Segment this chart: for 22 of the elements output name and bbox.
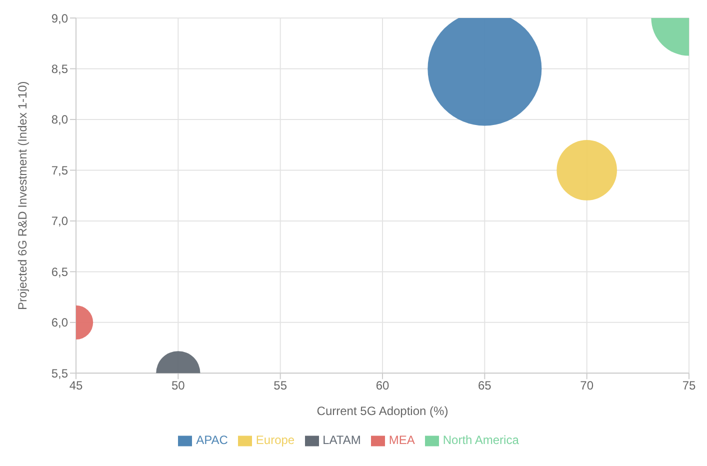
x-axis-title: Current 5G Adoption (%)	[316, 404, 448, 418]
legend-label: MEA	[388, 433, 415, 448]
legend-label: North America	[442, 433, 519, 448]
y-tick-label: 8,0	[51, 112, 68, 127]
y-tick-label: 6,0	[51, 316, 68, 330]
x-tick-label: 65	[478, 378, 492, 393]
y-tick-label: 6,5	[51, 264, 68, 279]
x-tick-label: 75	[682, 378, 696, 393]
legend-label: LATAM	[322, 433, 361, 448]
y-axis-title: Projected 6G R&D Investment (Index 1-10)	[15, 81, 30, 310]
x-tick-label: 50	[171, 378, 186, 393]
y-tick-label: 9,0	[51, 11, 68, 26]
x-tick-label: 70	[580, 378, 594, 393]
y-tick-label: 5,5	[51, 366, 68, 380]
y-tick-label: 7,5	[51, 163, 68, 178]
y-tick-label: 7,0	[51, 214, 68, 228]
legend-label: APAC	[196, 433, 228, 448]
legend-label: Europe	[256, 433, 295, 448]
x-tick-label: 45	[69, 378, 83, 393]
x-tick-label: 60	[376, 378, 390, 393]
y-tick-label: 8,5	[51, 62, 68, 76]
x-tick-label: 55	[274, 378, 288, 393]
